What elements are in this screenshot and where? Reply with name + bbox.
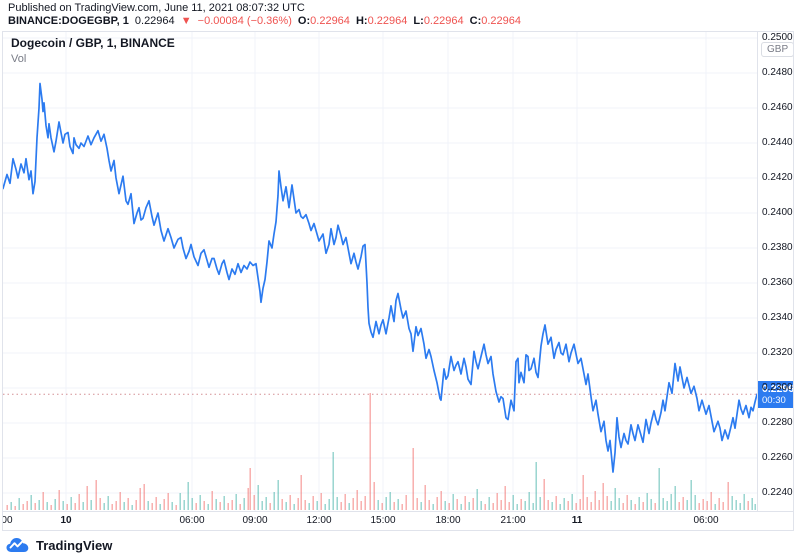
last-price-text: 0.22964 xyxy=(134,15,175,27)
time-tick-label: 12:00 xyxy=(306,515,332,526)
close-label: C: xyxy=(469,15,482,27)
high-value: 0.22964 xyxy=(367,15,408,27)
tradingview-logo[interactable]: TradingView xyxy=(6,537,112,553)
time-axis-separator xyxy=(3,511,793,512)
time-tick-label: 06:00 xyxy=(179,515,205,526)
bar-countdown: 00:30 xyxy=(762,395,786,407)
price-axis-separator xyxy=(757,32,758,511)
published-caption: Published on TradingView.com, June 11, 2… xyxy=(8,2,305,14)
price-change-text: −0.00084 (−0.36%) xyxy=(197,15,292,27)
time-axis[interactable]: 21:00 10 06:00 09:00 12:00 15:00 18:00 21:00 11 0… xyxy=(2,512,793,530)
tradingview-logo-icon xyxy=(6,538,29,552)
time-tick-label: 18:00 xyxy=(435,515,461,526)
last-price-badge: 0.22964 00:30 xyxy=(758,381,794,409)
currency-toggle-gbp[interactable]: GBP xyxy=(761,42,793,57)
chart-widget: Dogecoin / GBP, 1, BINANCE Vol GBP 0.229… xyxy=(2,31,794,531)
close-value: 0.22964 xyxy=(481,15,522,27)
time-tick-label: 10 xyxy=(60,515,72,526)
high-label: H: xyxy=(355,15,368,27)
symbol-name: BINANCE:DOGEGBP, 1 xyxy=(8,15,129,27)
open-label: O: xyxy=(297,15,311,27)
low-value: 0.22964 xyxy=(423,15,464,27)
symbol-ohlc-bar: BINANCE:DOGEGBP, 1 0.22964 ▼ −0.00084 (−… xyxy=(8,15,524,27)
time-tick-label: 11 xyxy=(571,515,583,526)
open-value: 0.22964 xyxy=(310,15,350,27)
low-label: L: xyxy=(413,15,424,27)
time-tick-label: 21:00 xyxy=(500,515,526,526)
time-tick-label: 09:00 xyxy=(242,515,268,526)
arrow-down-icon: ▼ xyxy=(180,15,192,27)
time-tick-label: 21:00 xyxy=(2,515,13,526)
tradingview-logo-text: TradingView xyxy=(36,537,113,553)
time-tick-label: 15:00 xyxy=(370,515,396,526)
last-price-badge-value: 0.22964 xyxy=(762,383,794,396)
chart-plot-area[interactable]: Dogecoin / GBP, 1, BINANCE Vol xyxy=(3,32,757,511)
price-chart-canvas[interactable] xyxy=(3,32,757,511)
time-tick-label: 06:00 xyxy=(693,515,719,526)
